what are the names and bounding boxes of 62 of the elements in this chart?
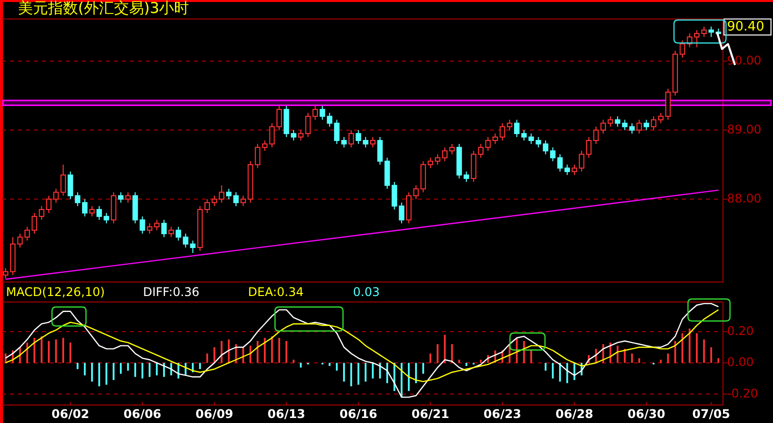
candlestick	[161, 219, 167, 238]
x-tick-label: 06/30	[628, 407, 666, 421]
y-tick-label: 0.00	[727, 355, 754, 370]
candlestick	[506, 119, 512, 131]
candlestick	[226, 188, 232, 200]
candlestick	[233, 192, 239, 207]
candlestick	[572, 164, 578, 176]
candlestick	[298, 130, 304, 141]
candlestick	[557, 154, 563, 172]
y-tick-label: 0.20	[727, 324, 754, 338]
candlestick	[564, 164, 570, 176]
candlestick	[168, 226, 174, 238]
candlestick	[356, 130, 362, 144]
candlestick	[644, 119, 650, 131]
candlestick	[514, 119, 520, 138]
x-tick-label: 06/21	[412, 407, 450, 421]
x-tick-label: 06/02	[52, 407, 90, 421]
candlestick	[125, 192, 131, 204]
candlestick	[276, 105, 282, 131]
candlestick	[521, 130, 527, 141]
candlestick	[60, 164, 66, 196]
candlestick	[362, 136, 368, 148]
text: DEA:0.34	[248, 285, 304, 299]
x-tick-label: 06/28	[556, 407, 594, 421]
candlestick	[701, 26, 707, 38]
candlestick	[370, 136, 376, 148]
line-series	[5, 309, 719, 382]
chart-title: 美元指数(外汇交易)3小时	[18, 0, 190, 17]
line-series	[5, 302, 719, 398]
candlestick	[348, 130, 354, 148]
candlestick	[68, 171, 74, 200]
x-tick-label: 06/09	[196, 407, 234, 421]
x-tick-label: 07/05	[692, 407, 730, 421]
candlestick	[636, 119, 642, 134]
x-tick-label: 06/06	[124, 407, 162, 421]
candlestick	[320, 105, 326, 120]
candlestick	[341, 136, 347, 148]
y-tick-label: 88.00	[727, 191, 762, 206]
candlestick	[485, 136, 491, 152]
x-tick-label: 06/23	[484, 407, 522, 421]
candlestick	[89, 206, 95, 217]
candlestick	[269, 122, 275, 148]
candlestick	[290, 130, 296, 141]
candlestick	[118, 192, 124, 204]
x-tick-label: 06/13	[268, 407, 306, 421]
candlestick	[218, 184, 224, 204]
candlestick	[398, 202, 404, 224]
candlestick	[449, 143, 455, 155]
candlestick	[17, 233, 23, 248]
candlestick	[176, 226, 182, 242]
x-tick-label: 06/16	[340, 407, 378, 421]
candlestick	[377, 136, 383, 166]
y-tick-label: 89.00	[727, 122, 762, 136]
y-tick-label: -0.20	[727, 386, 758, 400]
candlestick	[312, 105, 318, 120]
candlestick	[629, 122, 635, 134]
candlestick	[593, 126, 599, 144]
chart-title: MACD(12,26,10)	[6, 285, 105, 299]
text: DIFF:0.36	[143, 285, 200, 299]
text: 0.03	[353, 285, 380, 299]
candlestick	[305, 112, 311, 138]
text: 90.40	[727, 20, 764, 35]
